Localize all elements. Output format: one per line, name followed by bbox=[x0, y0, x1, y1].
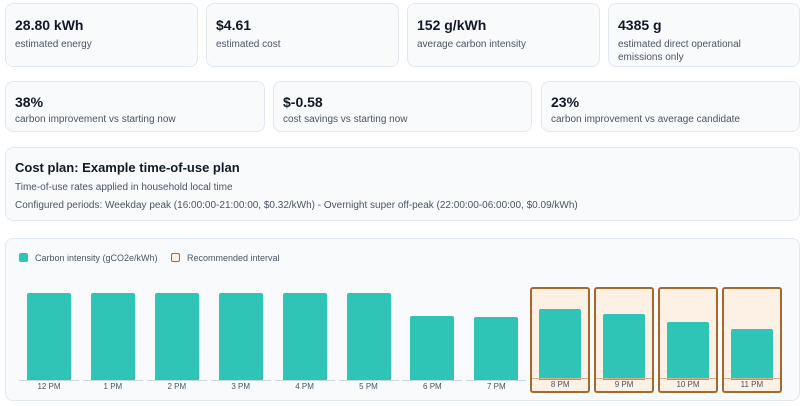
x-tick-label: 6 PM bbox=[402, 380, 463, 393]
carbon-bar bbox=[282, 293, 327, 380]
metric-label: estimated energy bbox=[15, 39, 92, 50]
carbon-legend-label: Carbon intensity (gCO2e/kWh) bbox=[35, 253, 158, 263]
metric-card-energy: 28.80 kWh estimated energy bbox=[5, 3, 198, 67]
recommended-legend-label: Recommended interval bbox=[187, 253, 280, 263]
metric-card-cost-savings: $-0.58 cost savings vs starting now bbox=[273, 81, 532, 132]
carbon-bar bbox=[27, 293, 71, 380]
bar-slot: 2 PM bbox=[146, 287, 207, 393]
carbon-bar bbox=[218, 293, 263, 380]
x-tick-label: 8 PM bbox=[532, 378, 589, 391]
carbon-legend-swatch bbox=[19, 253, 28, 262]
metric-value: 23% bbox=[551, 94, 580, 110]
x-tick-label: 11 PM bbox=[723, 378, 780, 391]
bar-slot: 5 PM bbox=[338, 287, 399, 393]
metric-value: $4.61 bbox=[216, 17, 252, 33]
x-tick-label: 2 PM bbox=[146, 380, 207, 393]
carbon-bar bbox=[667, 322, 709, 380]
carbon-bar bbox=[410, 316, 455, 380]
cost-plan-description: Time-of-use rates applied in household l… bbox=[15, 182, 233, 193]
x-tick-label: 3 PM bbox=[210, 380, 271, 393]
metric-card-emissions: 4385 g estimated direct operational emis… bbox=[608, 3, 800, 67]
carbon-bar bbox=[90, 293, 135, 380]
carbon-bar bbox=[730, 329, 773, 380]
bar-slot: 12 PM bbox=[19, 287, 79, 393]
metric-value: 38% bbox=[15, 94, 44, 110]
bar-slot: 6 PM bbox=[402, 287, 463, 393]
carbon-bar bbox=[539, 309, 582, 380]
bar-slot: 4 PM bbox=[274, 287, 335, 393]
metric-card-cost: $4.61 estimated cost bbox=[206, 3, 399, 67]
metric-card-carbon-vs-now: 38% carbon improvement vs starting now bbox=[5, 81, 265, 132]
metric-value: 152 g/kWh bbox=[417, 17, 487, 33]
cost-plan-title: Cost plan: Example time-of-use plan bbox=[15, 160, 240, 175]
carbon-bar bbox=[154, 293, 199, 380]
metric-value: $-0.58 bbox=[283, 94, 323, 110]
metric-card-carbon-intensity: 152 g/kWh average carbon intensity bbox=[407, 3, 600, 67]
recommended-legend-swatch bbox=[171, 253, 180, 262]
metric-value: 4385 g bbox=[618, 17, 662, 33]
cost-plan-card: Cost plan: Example time-of-use plan Time… bbox=[5, 147, 800, 221]
x-tick-label: 1 PM bbox=[82, 380, 143, 393]
x-tick-label: 9 PM bbox=[596, 378, 653, 391]
metric-label: average carbon intensity bbox=[417, 39, 526, 50]
recommended-interval: 11 PM bbox=[721, 287, 782, 393]
carbon-bar bbox=[603, 314, 646, 380]
metric-label: carbon improvement vs starting now bbox=[15, 114, 176, 125]
bar-slot: 3 PM bbox=[210, 287, 271, 393]
x-tick-label: 7 PM bbox=[466, 380, 527, 393]
recommended-interval: 9 PM bbox=[594, 287, 655, 393]
bar-chart: 12 PM 1 PM 2 PM 3 PM 4 PM 5 PM 6 PM 7 PM 8 PM 9 P… bbox=[19, 287, 786, 393]
x-tick-label: 5 PM bbox=[338, 380, 399, 393]
metric-label: estimated direct operational emissions o… bbox=[618, 39, 741, 63]
x-tick-label: 10 PM bbox=[660, 378, 716, 391]
x-tick-label: 12 PM bbox=[19, 380, 79, 393]
metric-label: estimated cost bbox=[216, 39, 281, 50]
bar-slot: 7 PM bbox=[466, 287, 527, 393]
carbon-bar bbox=[346, 293, 391, 380]
recommended-interval: 10 PM bbox=[658, 287, 718, 393]
metric-label: carbon improvement vs average candidate bbox=[551, 114, 740, 125]
x-tick-label: 4 PM bbox=[274, 380, 335, 393]
metric-label: cost savings vs starting now bbox=[283, 114, 408, 125]
bar-slot: 1 PM bbox=[82, 287, 143, 393]
metric-card-carbon-vs-average: 23% carbon improvement vs average candid… bbox=[541, 81, 800, 132]
recommended-interval: 8 PM bbox=[530, 287, 591, 393]
metric-value: 28.80 kWh bbox=[15, 17, 84, 33]
cost-plan-periods: Configured periods: Weekday peak (16:00:… bbox=[15, 200, 578, 211]
carbon-chart-card: Carbon intensity (gCO2e/kWh) Recommended… bbox=[5, 238, 800, 401]
carbon-bar bbox=[474, 317, 519, 380]
